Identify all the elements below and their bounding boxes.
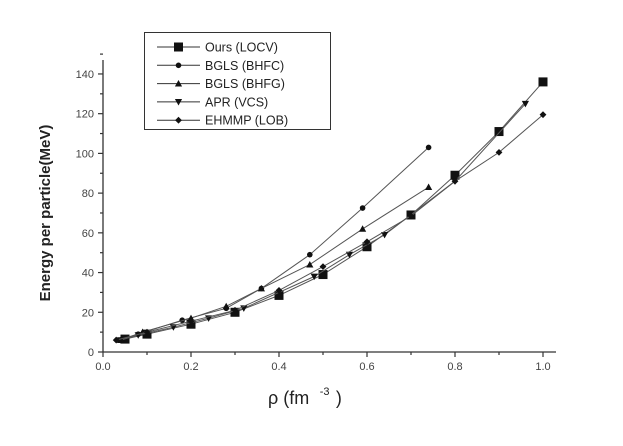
data-point — [275, 287, 283, 294]
y-tick-label: 20 — [82, 307, 94, 319]
legend-label: BGLS (BHFG) — [205, 77, 285, 91]
x-axis-label: ρ (fm -3 ) — [268, 382, 342, 408]
axes: 0.0 0.2 0.4 0.6 0.8 1.0 0 20 40 60 80 100 120 140 — [76, 53, 556, 373]
y-tick-label: 60 — [82, 228, 94, 240]
y-tick-label: 120 — [76, 109, 94, 121]
legend: Ours (LOCV) BGLS (BHFC) BGLS (BHFG) APR (VC… — [144, 32, 331, 130]
data-point — [363, 238, 371, 246]
data-point — [310, 273, 318, 281]
series-ehmmp-lob — [112, 111, 547, 344]
x-tick-label: 1.0 — [535, 361, 550, 373]
legend-marker — [174, 99, 183, 106]
legend-item-bgls-bhfg: BGLS (BHFG) — [157, 77, 285, 91]
legend-item-apr-vcs: APR (VCS) — [157, 95, 268, 109]
data-point — [318, 270, 328, 280]
data-point — [187, 317, 195, 325]
legend-label: Ours (LOCV) — [205, 41, 278, 55]
data-point — [345, 251, 353, 259]
x-axis-label-base: ρ (fm — [268, 388, 309, 408]
legend-item-bgls-bhfc: BGLS (BHFC) — [157, 59, 284, 73]
data-point — [359, 225, 367, 232]
y-tick-label: 140 — [76, 69, 94, 81]
x-axis-label-sup: -3 — [320, 386, 330, 398]
x-tick-label: 0.4 — [271, 361, 286, 373]
data-point — [450, 170, 460, 180]
series-line — [120, 186, 429, 341]
series-bgls-bhfc — [117, 144, 432, 343]
data-point — [231, 306, 239, 314]
legend-label: APR (VCS) — [205, 95, 268, 109]
series-apr-vcs — [117, 100, 529, 344]
legend-marker — [175, 62, 182, 69]
data-point — [307, 251, 313, 258]
data-point — [521, 100, 529, 108]
x-axis-label-close: ) — [336, 388, 342, 408]
data-point — [425, 183, 433, 191]
data-point — [362, 242, 372, 252]
data-point — [381, 231, 389, 239]
data-point — [257, 284, 265, 292]
series-layer — [112, 77, 548, 344]
x-tick-label: 0.2 — [183, 361, 198, 373]
data-point — [306, 261, 314, 268]
y-tick-label: 40 — [82, 268, 94, 280]
y-tick-label: 0 — [88, 347, 94, 359]
data-point — [407, 212, 415, 220]
legend-label: EHMMP (LOB) — [205, 114, 288, 128]
data-point — [495, 149, 503, 156]
data-point — [425, 144, 432, 151]
data-point — [112, 336, 120, 344]
data-point — [274, 290, 284, 300]
x-tick-label: 0.6 — [359, 361, 374, 373]
legend-items: Ours (LOCV) BGLS (BHFC) BGLS (BHFG) APR (VC… — [157, 41, 288, 128]
series-bgls-bhfg — [117, 183, 433, 343]
legend-label: BGLS (BHFC) — [205, 59, 284, 73]
legend-marker — [174, 80, 183, 87]
data-point — [494, 127, 504, 137]
y-axis-label: Energy per particle(MeV) — [37, 125, 54, 302]
data-point — [359, 205, 366, 211]
legend-item-ours-locv: Ours (LOCV) — [157, 41, 278, 55]
data-point — [222, 302, 230, 310]
legend-item-ehmmp-lob: EHMMP (LOB) — [157, 114, 288, 128]
legend-marker — [175, 116, 182, 124]
series-line — [120, 147, 429, 341]
x-tick-label: 0.0 — [95, 361, 110, 373]
data-point — [539, 111, 547, 119]
series-line — [120, 103, 526, 341]
y-tick-label: 100 — [76, 148, 94, 160]
series-line — [116, 114, 544, 341]
legend-marker — [174, 42, 183, 52]
y-tick-label: 80 — [82, 188, 94, 200]
data-point — [143, 328, 151, 336]
data-point — [451, 177, 459, 185]
data-point — [319, 263, 327, 271]
data-point — [538, 77, 548, 87]
x-tick-label: 0.8 — [447, 361, 462, 373]
